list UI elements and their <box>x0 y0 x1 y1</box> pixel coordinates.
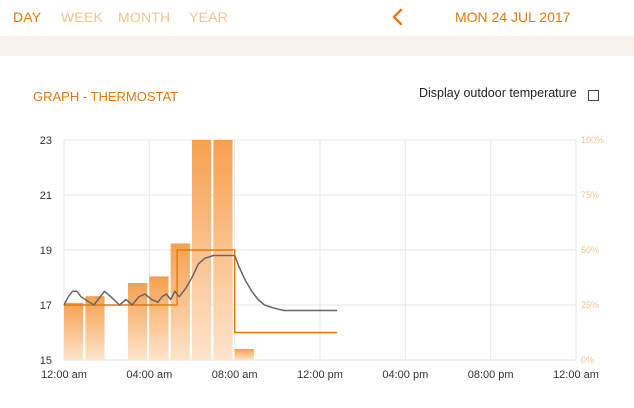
heating-bar <box>149 276 169 360</box>
previous-day-button[interactable] <box>388 6 408 28</box>
tab-day[interactable]: DAY <box>13 9 42 25</box>
x-axis-ticks: 12:00 am 04:00 am 08:00 am 12:00 pm 04:00 pm… <box>41 369 599 381</box>
right-axis-tick-label: 100% <box>581 135 604 145</box>
x-axis-tick-label: 08:00 am <box>212 369 258 381</box>
tab-week[interactable]: WEEK <box>61 9 104 25</box>
temperature-line <box>63 254 338 312</box>
heating-bar <box>128 283 148 360</box>
outdoor-temperature-label: Display outdoor temperature <box>419 86 577 100</box>
x-axis-tick-label: 04:00 pm <box>382 369 428 381</box>
x-axis-tick-label: 12:00 am <box>553 369 599 381</box>
right-axis-ticks: 100% 75% 50% 25% 0% <box>581 135 604 365</box>
heating-bar <box>64 302 84 360</box>
right-axis-tick-label: 75% <box>581 190 599 200</box>
date-label: MON 24 JUL 2017 <box>455 9 571 25</box>
right-axis-tick-label: 25% <box>581 300 599 310</box>
tab-month[interactable]: MONTH <box>118 9 171 25</box>
left-axis-tick-label: 23 <box>40 135 52 147</box>
x-axis-tick-label: 08:00 pm <box>468 369 514 381</box>
heating-bar <box>170 243 190 360</box>
separator-band <box>0 36 634 56</box>
x-axis-tick-label: 12:00 pm <box>297 369 343 381</box>
top-bar: DAY WEEK MONTH YEAR MON 24 JUL 2017 <box>0 0 634 36</box>
left-axis-tick-label: 21 <box>40 190 52 202</box>
x-axis-tick-label: 12:00 am <box>41 369 87 381</box>
right-axis-tick-label: 0% <box>581 355 594 365</box>
setpoint-line <box>64 249 338 334</box>
left-axis-tick-label: 17 <box>40 300 52 312</box>
right-axis-tick-label: 50% <box>581 245 599 255</box>
chart-lines <box>63 249 338 334</box>
left-axis-ticks: 23 21 19 17 15 <box>40 135 52 367</box>
chevron-left-icon <box>392 8 403 26</box>
heating-bar <box>85 296 105 360</box>
tab-year[interactable]: YEAR <box>189 9 228 25</box>
x-axis-tick-label: 04:00 am <box>126 369 172 381</box>
heating-bar <box>234 349 254 360</box>
outdoor-temperature-checkbox[interactable] <box>588 90 599 101</box>
graph-title: GRAPH - THERMOSTAT <box>33 89 179 104</box>
left-axis-tick-label: 15 <box>40 355 52 367</box>
left-axis-tick-label: 19 <box>40 245 52 257</box>
